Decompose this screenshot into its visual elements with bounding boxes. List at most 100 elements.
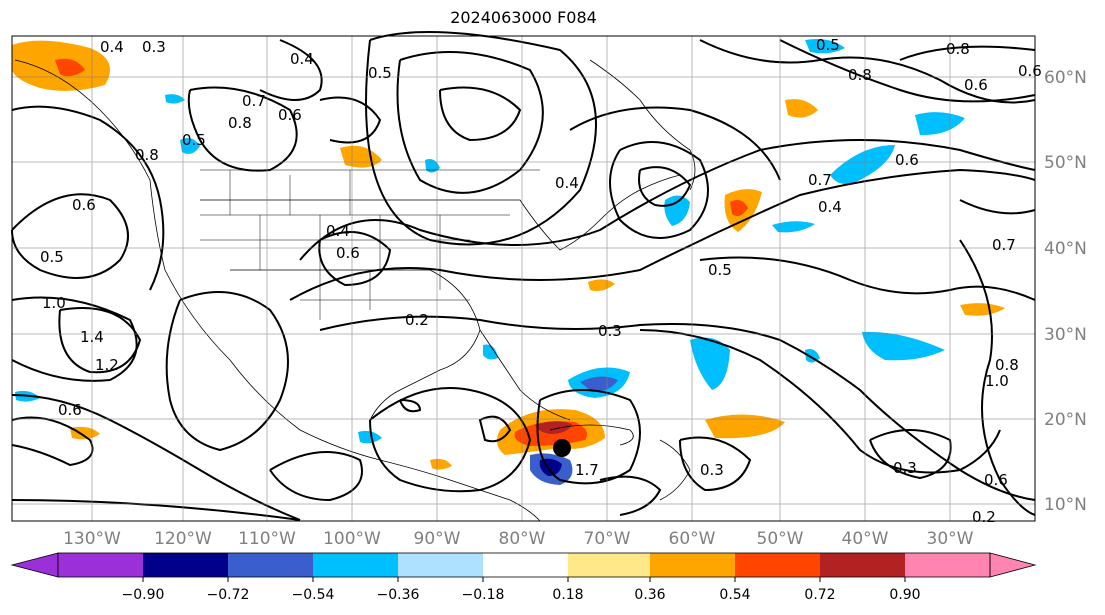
- colorbar-bin: [58, 553, 143, 577]
- colorbar-bin: [735, 553, 820, 577]
- anomaly-patch: [535, 421, 572, 434]
- lat-label: 60°N: [1044, 68, 1087, 88]
- anomaly-patch: [862, 331, 945, 361]
- contour-label: 0.2: [405, 311, 429, 329]
- anomaly-patch: [915, 112, 965, 136]
- colorbar-tick: −0.18: [462, 587, 505, 603]
- contour-label-group: 0.4 0.3 0.4 0.5 0.6 0.8 0.7 0.8 0.5 0.6 …: [40, 36, 1042, 526]
- lon-label: 80°W: [499, 529, 546, 549]
- contour-label: 0.8: [848, 66, 872, 84]
- contour-label: 0.4: [818, 198, 842, 216]
- colorbar-bin: [568, 553, 650, 577]
- contour-label: 0.4: [326, 222, 350, 240]
- contour-label: 0.4: [290, 50, 314, 68]
- lon-label: 100°W: [323, 529, 381, 549]
- colorbar-tick: −0.90: [122, 587, 165, 603]
- contour-label: 1.2: [95, 356, 119, 374]
- lat-label: 30°N: [1044, 325, 1087, 345]
- anomaly-patch: [580, 376, 618, 392]
- lon-label: 110°W: [238, 529, 296, 549]
- map-title: 2024063000 F084: [450, 8, 597, 27]
- anomaly-patch: [730, 200, 748, 216]
- political-borders: [200, 169, 540, 320]
- lat-label: 20°N: [1044, 410, 1087, 430]
- colorbar-bin: [143, 553, 228, 577]
- anomaly-patch: [358, 430, 382, 444]
- contour-label: 0.8: [228, 114, 252, 132]
- contour-label: 0.7: [242, 92, 266, 110]
- lon-label: 120°W: [154, 529, 212, 549]
- anomaly-patch: [805, 39, 845, 54]
- anomaly-patch: [180, 138, 200, 154]
- anomaly-patch: [785, 99, 818, 118]
- contour-label: 0.5: [368, 64, 392, 82]
- anomaly-patch: [664, 195, 690, 226]
- anomaly-patch: [588, 279, 615, 292]
- lon-label: 60°W: [669, 529, 716, 549]
- anomaly-patch: [483, 344, 498, 360]
- contour-label: 0.3: [700, 461, 724, 479]
- colorbar-bin: [820, 553, 905, 577]
- contour-label: 0.2: [972, 508, 996, 526]
- contour-label: 0.8: [135, 146, 159, 164]
- colorbar-tick: 0.90: [889, 587, 920, 603]
- contour-label: 0.6: [984, 471, 1008, 489]
- storm-center-dot: [553, 439, 571, 457]
- contour-label: 0.3: [142, 38, 166, 56]
- contour-label: 0.5: [40, 248, 64, 266]
- colorbar-bin: [905, 553, 990, 577]
- colorbar-low-extension: [10, 552, 59, 578]
- colorbar-bin: [313, 553, 398, 577]
- colorbar-tick: 0.18: [552, 587, 583, 603]
- contour-label: 0.4: [100, 38, 124, 56]
- anomaly-patch: [165, 94, 185, 104]
- lon-label: 50°W: [757, 529, 804, 549]
- contour-label: 0.6: [72, 196, 96, 214]
- contour-label: 1.0: [42, 294, 66, 312]
- colorbar-tick: −0.72: [207, 587, 250, 603]
- colorbar-tick: −0.54: [292, 587, 335, 603]
- latitude-labels: 60°N 50°N 40°N 30°N 20°N 10°N: [1044, 68, 1087, 515]
- contour-label: 0.5: [182, 131, 206, 149]
- contour-label: 0.8: [946, 40, 970, 58]
- colorbar-bin: [483, 553, 568, 577]
- lon-label: 40°W: [842, 529, 889, 549]
- colorbar-bin: [228, 553, 313, 577]
- coastlines: [14, 59, 696, 522]
- map-frame: [11, 35, 1036, 522]
- contour-label: 0.5: [708, 261, 732, 279]
- anomaly-patch: [690, 337, 730, 390]
- lat-lon-grid: [12, 36, 1035, 521]
- contour-label: 1.4: [80, 328, 104, 346]
- contour-lines: [11, 31, 1036, 521]
- storm-marker: [553, 439, 571, 457]
- contour-label: 0.6: [58, 401, 82, 419]
- contour-label: 0.3: [893, 459, 917, 477]
- contour-label: 0.7: [992, 236, 1016, 254]
- longitude-labels: 130°W 120°W 110°W 100°W 90°W 80°W 70°W 6…: [63, 529, 974, 549]
- lat-label: 50°N: [1044, 153, 1087, 173]
- colorbar-tick: 0.72: [804, 587, 835, 603]
- lon-label: 30°W: [927, 529, 974, 549]
- colorbar: −0.90 −0.72 −0.54 −0.36 −0.18 0.18 0.36 …: [10, 552, 1037, 603]
- colorbar-bin: [650, 553, 735, 577]
- contour-label: 0.7: [808, 171, 832, 189]
- contour-label: 0.5: [816, 36, 840, 54]
- colorbar-tick: −0.36: [377, 587, 420, 603]
- contour-label: 1.0: [985, 372, 1009, 390]
- anomaly-patch: [55, 58, 85, 77]
- colorbar-high-extension: [989, 552, 1037, 578]
- colorbar-tick: 0.54: [719, 587, 750, 603]
- contour-label: 0.6: [895, 151, 919, 169]
- contour-label: 0.4: [555, 174, 579, 192]
- colorbar-bin: [398, 553, 483, 577]
- anomaly-patch: [830, 145, 895, 184]
- lat-label: 40°N: [1044, 239, 1087, 259]
- anomaly-patch: [960, 303, 1005, 316]
- contour-label: 0.6: [336, 244, 360, 262]
- lon-label: 130°W: [63, 529, 121, 549]
- anomaly-patch: [772, 221, 815, 233]
- anomaly-patch: [705, 414, 785, 439]
- contour-label: 0.6: [964, 76, 988, 94]
